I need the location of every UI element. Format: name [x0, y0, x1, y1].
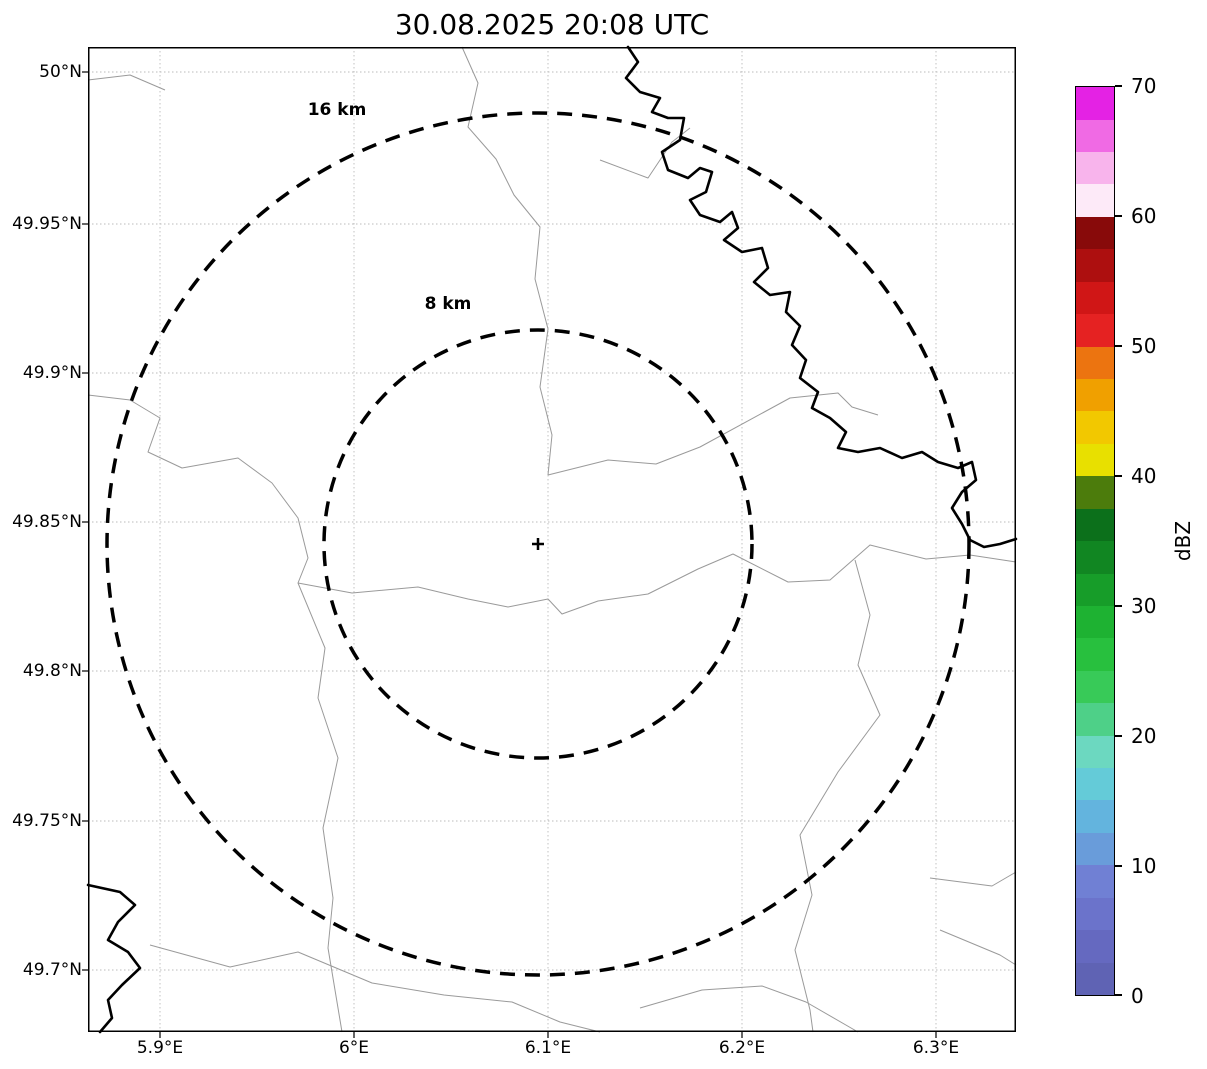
range-ring-16km: [105, 111, 971, 977]
colorbar-tickmark-50: [1115, 345, 1122, 347]
colorbar-tick-20: 20: [1131, 724, 1157, 748]
colorbar-segment: [1076, 152, 1114, 185]
colorbar-segment: [1076, 119, 1114, 153]
colorbar-tickmark-60: [1115, 215, 1122, 217]
y-tick-label-50n: 50°N: [39, 62, 82, 82]
colorbar-segment: [1076, 541, 1114, 574]
axis-tick-marks: [82, 71, 937, 1038]
colorbar: [1075, 86, 1115, 996]
colorbar-segment: [1076, 897, 1114, 931]
colorbar-segment: [1076, 670, 1114, 704]
colorbar-segment: [1076, 768, 1114, 801]
colorbar-segment: [1076, 735, 1114, 769]
colorbar-segment: [1076, 508, 1114, 542]
x-tick-label-63e: 6.3°E: [912, 1038, 960, 1058]
colorbar-segment: [1076, 281, 1114, 315]
colorbar-segment: [1076, 573, 1114, 606]
colorbar-segment: [1076, 800, 1114, 833]
colorbar-tickmark-10: [1115, 865, 1122, 867]
plot-title: 30.08.2025 20:08 UTC: [394, 8, 710, 41]
plot-frame: [88, 47, 1016, 1032]
colorbar-tickmark-30: [1115, 605, 1122, 607]
colorbar-segment: [1076, 346, 1114, 379]
y-tick-label-499n: 49.9°N: [22, 363, 82, 383]
colorbar-segment: [1076, 378, 1114, 412]
colorbar-segment: [1076, 87, 1114, 120]
radar-site-marker: [532, 538, 544, 550]
colorbar-segment: [1076, 476, 1114, 509]
x-tick-label-6e: 6°E: [338, 1038, 370, 1058]
ring-label-8km: 8 km: [425, 294, 472, 314]
ring-label-16km: 16 km: [308, 100, 367, 120]
colorbar-segment: [1076, 703, 1114, 736]
colorbar-segment: [1076, 930, 1114, 963]
colorbar-segment: [1076, 832, 1114, 866]
colorbar-tick-70: 70: [1131, 74, 1157, 98]
colorbar-segment: [1076, 216, 1114, 250]
x-tick-label-61e: 6.1°E: [524, 1038, 572, 1058]
colorbar-segment: [1076, 249, 1114, 282]
x-tick-label-62e: 6.2°E: [718, 1038, 766, 1058]
colorbar-tick-60: 60: [1131, 204, 1157, 228]
range-ring-8km: [322, 328, 754, 760]
colorbar-segment: [1076, 962, 1114, 995]
x-tick-label-59e: 5.9°E: [136, 1038, 184, 1058]
y-tick-label-4995n: 49.95°N: [12, 214, 82, 234]
map-plot-area: 16 km 8 km: [82, 45, 1018, 1038]
colorbar-segment: [1076, 184, 1114, 217]
colorbar-segment: [1076, 605, 1114, 639]
y-tick-label-4975n: 49.75°N: [12, 811, 82, 831]
y-tick-label-498n: 49.8°N: [22, 661, 82, 681]
colorbar-gradient: [1076, 87, 1114, 995]
colorbar-segment: [1076, 865, 1114, 898]
colorbar-tick-0: 0: [1131, 984, 1144, 1008]
colorbar-segment: [1076, 411, 1114, 444]
map-canvas: 16 km 8 km: [82, 45, 1018, 1038]
colorbar-tickmark-20: [1115, 735, 1122, 737]
colorbar-axis-label: dBZ: [1171, 520, 1195, 562]
colorbar-tick-30: 30: [1131, 594, 1157, 618]
boundary-lines: [87, 46, 1017, 1033]
river-line: [86, 45, 1018, 1034]
colorbar-tick-10: 10: [1131, 854, 1157, 878]
graticule-grid: [88, 47, 1016, 1032]
y-tick-label-497n: 49.7°N: [22, 960, 82, 980]
colorbar-tick-50: 50: [1131, 334, 1157, 358]
y-tick-label-4985n: 49.85°N: [12, 512, 82, 532]
colorbar-tick-40: 40: [1131, 464, 1157, 488]
colorbar-tickmark-70: [1115, 85, 1122, 87]
colorbar-segment: [1076, 638, 1114, 671]
colorbar-segment: [1076, 443, 1114, 477]
colorbar-tickmark-40: [1115, 475, 1122, 477]
colorbar-tickmark-0: [1115, 994, 1122, 996]
colorbar-segment: [1076, 314, 1114, 347]
